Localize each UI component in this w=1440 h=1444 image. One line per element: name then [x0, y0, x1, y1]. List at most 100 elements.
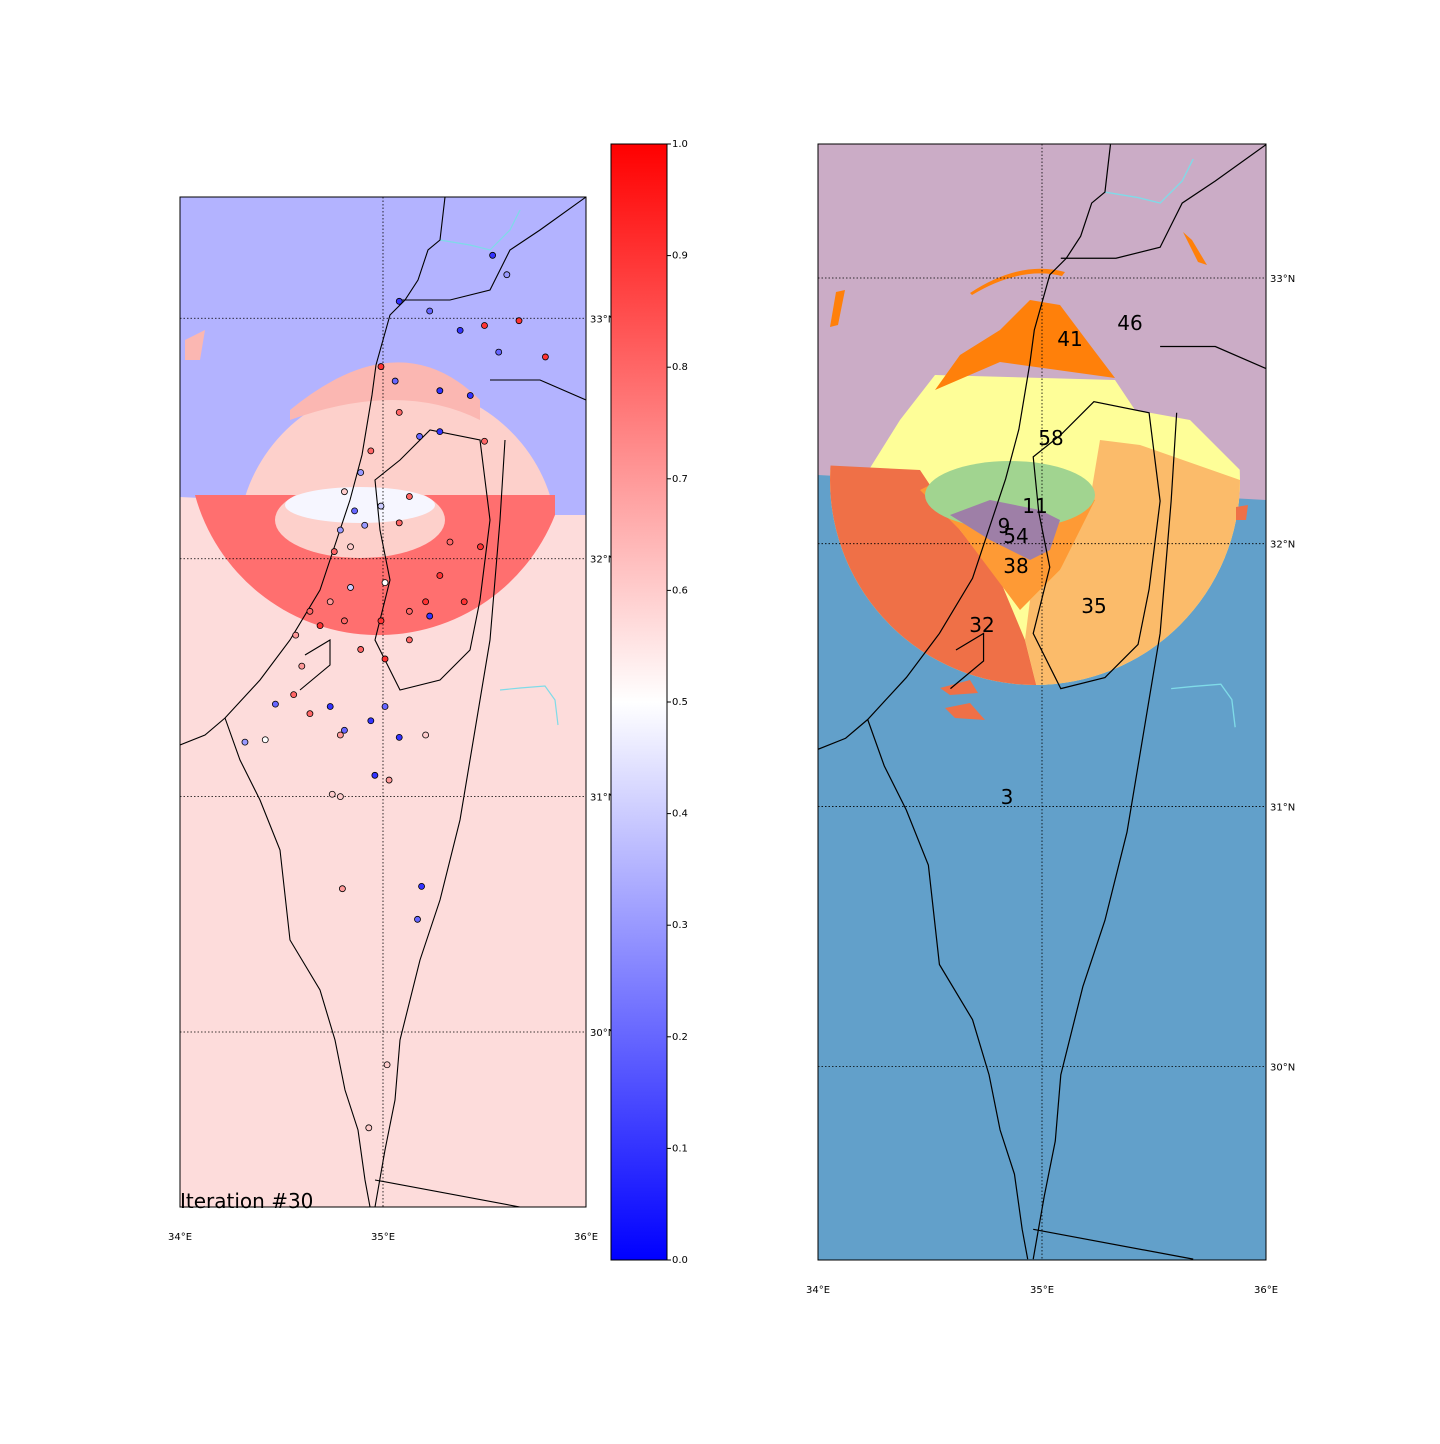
point — [326, 598, 334, 606]
colorbar-tick-label: 0.0 — [672, 1255, 688, 1266]
point — [489, 251, 497, 259]
frame — [179, 196, 587, 1208]
point — [347, 584, 354, 591]
region — [290, 362, 480, 420]
frame — [817, 143, 1267, 1261]
cluster-label: 41 — [1057, 327, 1082, 351]
colorbar-tick-label: 0.8 — [672, 362, 688, 373]
point — [477, 543, 484, 551]
ticks: 34°E 35°E 36°E 30°N 31°N 32°N 33°N — [806, 274, 1295, 1296]
point — [503, 271, 511, 279]
point — [341, 617, 348, 625]
point — [481, 322, 488, 329]
region — [970, 268, 1065, 295]
x-tick-label: 34°E — [168, 1232, 192, 1243]
point — [385, 776, 393, 784]
point — [367, 717, 375, 725]
cluster-label: 54 — [1003, 524, 1028, 548]
point — [383, 1061, 391, 1069]
colorbar-ticks: 0.0 0.1 0.2 0.3 0.4 0.5 0.6 0.7 0.8 0.9 1.0 — [667, 139, 688, 1266]
y-tick-label: 31°N — [590, 793, 615, 804]
y-tick-label: 30°N — [1270, 1063, 1295, 1074]
point — [422, 598, 430, 606]
cluster-label: 32 — [969, 613, 994, 637]
point — [306, 710, 314, 718]
cluster-label: 9 — [998, 514, 1011, 538]
x-tick-label: 34°E — [806, 1285, 830, 1296]
point — [436, 428, 444, 436]
point — [367, 447, 375, 455]
cluster-labels: 41 46 58 11 9 54 38 35 32 3 — [969, 311, 1142, 809]
point — [357, 469, 365, 476]
point — [341, 726, 348, 734]
colorbar-tick-label: 0.5 — [672, 697, 688, 708]
x-tick-label: 35°E — [371, 1232, 395, 1243]
point — [330, 548, 338, 555]
point — [336, 793, 344, 801]
point — [460, 598, 468, 606]
colorbar-tick-label: 0.3 — [672, 920, 688, 931]
point — [395, 297, 403, 305]
cluster-label: 3 — [1001, 785, 1014, 809]
region — [1183, 232, 1207, 265]
point — [466, 392, 474, 399]
colorbar-tick-label: 0.6 — [672, 585, 688, 596]
point — [371, 771, 379, 779]
point — [405, 607, 413, 615]
right-map — [818, 144, 1266, 1260]
y-tick-label: 33°N — [590, 314, 615, 325]
ticks: 34°E 35°E 36°E 30°N 31°N 32°N 33°N — [168, 314, 615, 1243]
point — [426, 612, 434, 620]
point — [381, 703, 389, 710]
grid — [818, 144, 1266, 1260]
point — [391, 377, 399, 385]
point — [336, 526, 344, 534]
point — [341, 488, 348, 496]
point — [290, 691, 298, 699]
point — [395, 733, 403, 741]
point — [456, 326, 464, 334]
point — [405, 636, 413, 644]
point — [414, 915, 421, 923]
colorbar-tick-label: 0.9 — [672, 251, 688, 262]
point — [405, 493, 413, 500]
point — [436, 572, 444, 579]
y-tick-label: 32°N — [590, 555, 615, 566]
point — [326, 703, 334, 710]
colorbar — [610, 143, 668, 1261]
point — [365, 1124, 373, 1132]
point — [338, 885, 346, 893]
point — [446, 538, 454, 546]
region — [285, 487, 435, 523]
cluster-label: 11 — [1022, 494, 1047, 518]
colorbar-tick-label: 0.7 — [672, 474, 688, 485]
point — [481, 437, 488, 445]
point — [495, 348, 503, 356]
point — [261, 736, 269, 744]
point — [292, 631, 300, 639]
point — [416, 433, 423, 440]
point — [351, 507, 358, 515]
point — [377, 363, 385, 370]
point — [426, 307, 434, 315]
region — [830, 290, 845, 327]
caption: Iteration #30 — [180, 1189, 313, 1213]
points — [241, 251, 549, 1132]
point — [381, 655, 389, 663]
cluster-label: 58 — [1038, 426, 1063, 450]
cluster-label: 38 — [1003, 554, 1028, 578]
point — [395, 408, 403, 416]
y-tick-label: 30°N — [590, 1028, 615, 1039]
point — [272, 700, 279, 708]
point — [357, 646, 365, 653]
point — [328, 790, 336, 798]
point — [395, 519, 403, 527]
point — [306, 607, 314, 615]
x-tick-label: 35°E — [1030, 1285, 1054, 1296]
point — [241, 738, 249, 746]
point — [542, 353, 549, 361]
point — [377, 502, 385, 510]
x-tick-label: 36°E — [1254, 1285, 1278, 1296]
colorbar-tick-label: 0.2 — [672, 1032, 688, 1043]
point — [347, 543, 354, 551]
